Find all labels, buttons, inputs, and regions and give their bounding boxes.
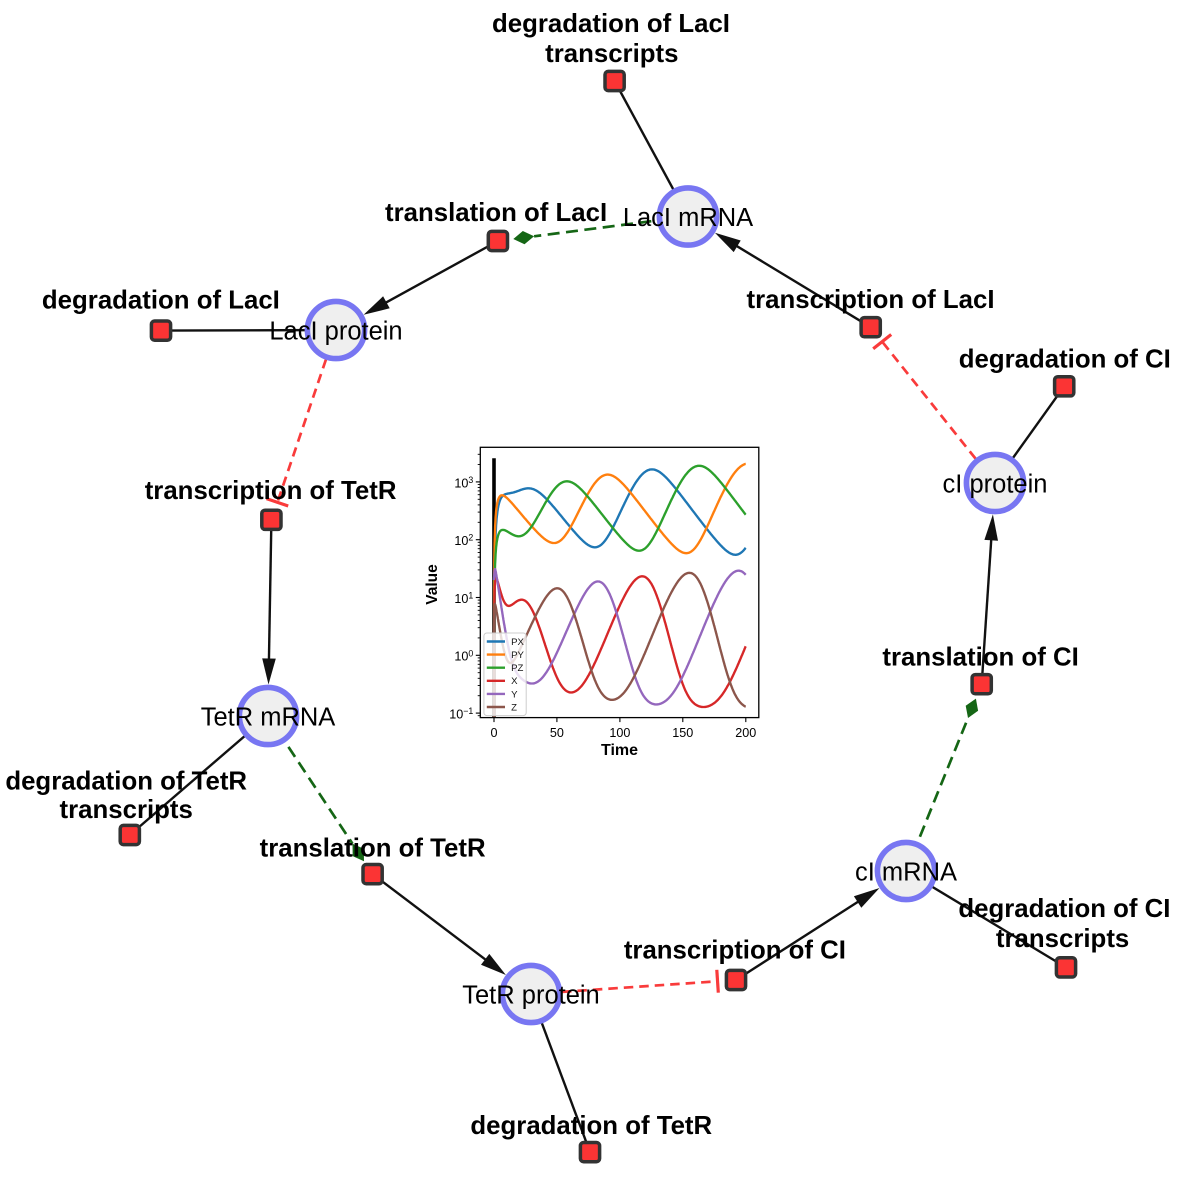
svg-text:transcription of TetR: transcription of TetR	[145, 477, 397, 505]
svg-text:transcripts: transcripts	[996, 925, 1129, 953]
svg-text:degradation of LacI: degradation of LacI	[42, 287, 280, 315]
svg-text:Value: Value	[424, 564, 441, 605]
svg-text:150: 150	[672, 726, 693, 740]
svg-text:0: 0	[490, 726, 497, 740]
svg-text:transcription of CI: transcription of CI	[624, 937, 846, 965]
svg-text:translation of TetR: translation of TetR	[260, 835, 486, 863]
svg-text:TetR protein: TetR protein	[462, 981, 600, 1009]
svg-text:X: X	[511, 676, 518, 687]
svg-text:translation of CI: translation of CI	[882, 644, 1078, 672]
svg-text:transcription of LacI: transcription of LacI	[747, 286, 995, 314]
svg-text:Time: Time	[601, 742, 638, 759]
svg-text:Z: Z	[511, 702, 517, 713]
svg-text:50: 50	[550, 726, 564, 740]
svg-text:100: 100	[609, 726, 630, 740]
svg-text:degradation of LacI: degradation of LacI	[492, 10, 730, 38]
svg-text:PZ: PZ	[511, 663, 523, 674]
svg-text:PY: PY	[511, 650, 524, 661]
svg-text:Y: Y	[511, 689, 518, 700]
svg-text:degradation of CI: degradation of CI	[958, 895, 1170, 923]
svg-text:degradation of CI: degradation of CI	[959, 345, 1171, 373]
svg-text:200: 200	[735, 726, 756, 740]
svg-text:cI mRNA: cI mRNA	[855, 858, 957, 886]
svg-text:translation of LacI: translation of LacI	[385, 199, 607, 227]
svg-text:transcripts: transcripts	[60, 796, 193, 824]
svg-text:degradation of TetR: degradation of TetR	[5, 768, 247, 796]
svg-text:PX: PX	[511, 637, 524, 648]
svg-text:degradation of TetR: degradation of TetR	[470, 1112, 712, 1140]
svg-text:LacI mRNA: LacI mRNA	[623, 204, 753, 232]
svg-text:TetR mRNA: TetR mRNA	[201, 703, 336, 731]
svg-text:cI protein: cI protein	[943, 470, 1048, 498]
svg-text:transcripts: transcripts	[545, 40, 678, 68]
svg-text:LacI protein: LacI protein	[269, 317, 402, 345]
